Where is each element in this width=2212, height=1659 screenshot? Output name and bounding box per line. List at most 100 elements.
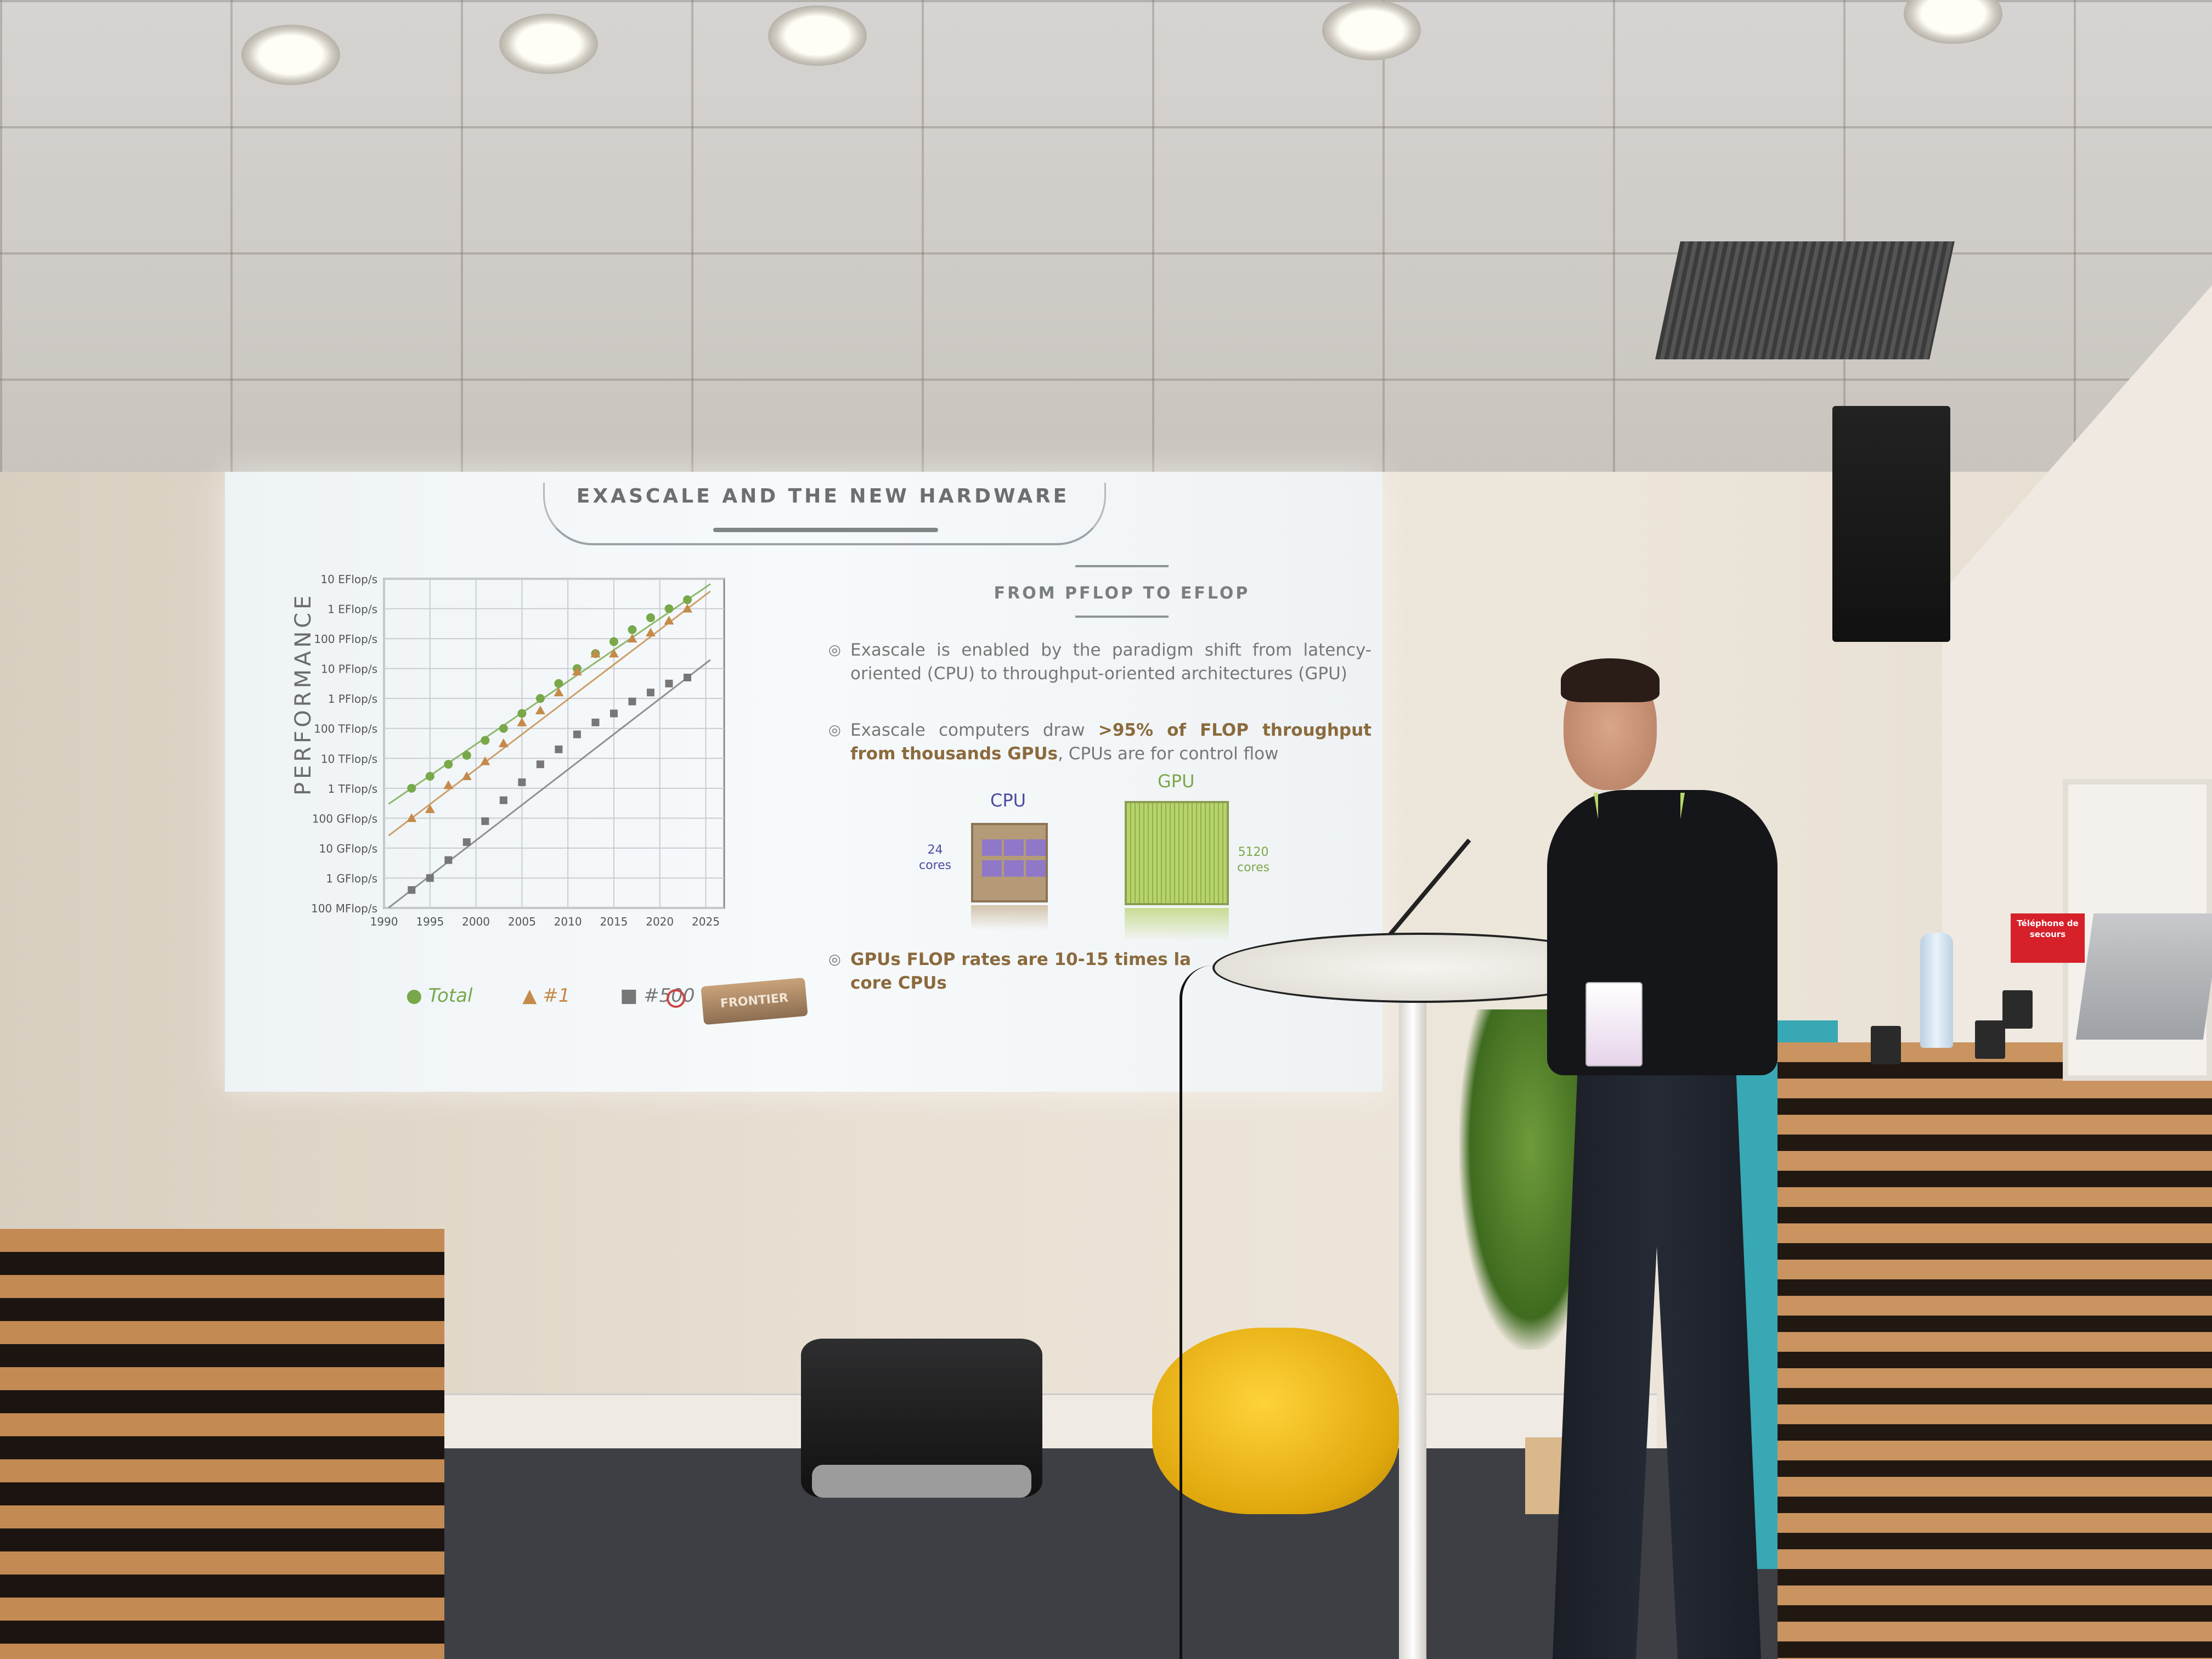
- data-point-total: [425, 772, 435, 781]
- data-point-number-one: [664, 616, 674, 625]
- data-point-number-one: [407, 813, 417, 822]
- data-point-number-one: [480, 756, 490, 765]
- data-point-number-one: [682, 603, 692, 613]
- wooden-slat-counter-right: [1778, 1042, 2212, 1659]
- data-point-number-one: [535, 706, 545, 714]
- y-tick-label: 1 PFlop/s: [328, 692, 377, 706]
- data-point-number-500: [536, 760, 544, 769]
- wooden-slat-bench-left: [0, 1229, 444, 1659]
- y-tick-label: 1 TFlop/s: [328, 782, 377, 795]
- data-point-number-500: [683, 674, 691, 681]
- trend-line: [388, 583, 711, 805]
- cpu-label: CPU: [990, 790, 1026, 811]
- data-point-total: [462, 751, 471, 760]
- cpu-die-image: [971, 823, 1048, 902]
- data-point-number-one: [645, 628, 656, 637]
- legend-total: ● Total: [406, 985, 473, 1007]
- data-point-number-500: [462, 838, 471, 846]
- x-tick-label: 1990: [370, 915, 398, 928]
- microphone-cable: [1180, 966, 1248, 1659]
- coffee-cup: [1871, 1026, 1901, 1064]
- y-tick-label: 10 TFlop/s: [321, 752, 377, 765]
- cpu-cores-label: 24 cores: [919, 843, 952, 872]
- y-tick-label: 100 TFlop/s: [314, 723, 377, 736]
- data-point-total: [481, 736, 490, 745]
- data-point-number-500: [628, 697, 636, 706]
- data-point-total: [646, 613, 655, 622]
- data-point-total: [407, 783, 416, 793]
- subtitle-rule-bottom: [1075, 616, 1169, 618]
- x-tick-label: 2010: [554, 915, 582, 928]
- data-point-total: [499, 724, 508, 733]
- data-point-number-500: [573, 730, 581, 738]
- gpu-cores-label: 5120 cores: [1237, 845, 1270, 874]
- data-point-total: [517, 709, 527, 718]
- data-point-number-one: [425, 804, 435, 813]
- water-bottle: [1920, 933, 1953, 1048]
- coffee-cup: [1975, 1020, 2005, 1059]
- speaker-hair: [1561, 658, 1660, 702]
- data-point-number-one: [498, 738, 509, 747]
- slide-title-underline: [713, 528, 938, 532]
- data-point-number-one: [443, 780, 454, 789]
- data-point-total: [682, 595, 692, 605]
- frontier-logo: FRONTIER: [701, 977, 808, 1025]
- data-point-total: [535, 694, 545, 703]
- wall-speaker: [1832, 406, 1950, 642]
- yellow-pouf: [1152, 1328, 1399, 1514]
- y-tick-label: 1 GFlop/s: [326, 872, 377, 885]
- data-point-number-500: [665, 679, 673, 687]
- y-tick-label: 100 GFlop/s: [312, 812, 377, 825]
- gpu-label: GPU: [1158, 771, 1195, 792]
- ceiling-light: [768, 5, 867, 66]
- gpu-reflection: [1125, 908, 1229, 941]
- ceiling-light: [499, 14, 598, 74]
- x-tick-label: 2020: [646, 915, 674, 928]
- data-point-number-500: [646, 689, 654, 697]
- emergency-phone-sign: Téléphone de secours: [2011, 913, 2085, 963]
- data-point-number-500: [499, 796, 507, 804]
- data-point-total: [444, 760, 453, 769]
- bullet-1: Exascale is enabled by the paradigm shif…: [828, 639, 1372, 686]
- conference-badge: [1585, 982, 1643, 1066]
- y-tick-label: 1 EFlop/s: [328, 603, 377, 616]
- subtitle-rule-top: [1075, 565, 1169, 567]
- data-point-number-one: [590, 648, 601, 658]
- chart-legend: ● Total ▲ #1 ■ #500: [406, 985, 739, 1007]
- x-tick-label: 2025: [692, 915, 720, 928]
- bullet-2: Exascale computers draw >95% of FLOP thr…: [828, 719, 1372, 766]
- legend-number-one: ▲ #1: [522, 985, 571, 1007]
- data-point-number-one: [554, 687, 564, 697]
- y-tick-label: 100 PFlop/s: [314, 633, 377, 646]
- data-point-number-500: [518, 778, 526, 786]
- slide-subtitle: FROM PFLOP TO EFLOP: [994, 584, 1250, 603]
- y-tick-label: 10 GFlop/s: [319, 842, 377, 855]
- top500-performance-chart: 10 EFlop/s 1 EFlop/s 100 PFlop/s 10 PFlop/s…: [311, 573, 725, 928]
- ceiling-light: [1322, 0, 1421, 60]
- data-point-number-500: [444, 856, 453, 864]
- coffee-cup: [2002, 990, 2033, 1029]
- laptop: [2075, 913, 2212, 1040]
- slide-title: EXASCALE AND THE NEW HARDWARE: [576, 485, 1070, 507]
- data-point-number-one: [627, 634, 637, 643]
- target-icon: [667, 989, 685, 1008]
- data-point-number-one: [572, 667, 582, 676]
- y-tick-label: 100 MFlop/s: [311, 902, 377, 915]
- x-tick-label: 1995: [416, 915, 444, 928]
- data-point-total: [628, 625, 637, 634]
- gpu-die-image: [1125, 801, 1229, 905]
- data-point-number-500: [481, 817, 489, 825]
- data-point-number-500: [610, 709, 618, 718]
- podium-pole: [1399, 988, 1426, 1659]
- trend-line: [388, 659, 711, 909]
- data-point-number-one: [461, 771, 472, 780]
- data-point-number-one: [517, 717, 527, 726]
- x-tick-label: 2000: [462, 915, 490, 928]
- ceiling-vent: [1655, 241, 1955, 359]
- data-point-number-500: [591, 718, 600, 726]
- ceiling: [0, 0, 2212, 477]
- x-tick-label: 2015: [600, 915, 628, 928]
- y-tick-label: 10 EFlop/s: [320, 573, 377, 586]
- cpu-reflection: [971, 905, 1048, 930]
